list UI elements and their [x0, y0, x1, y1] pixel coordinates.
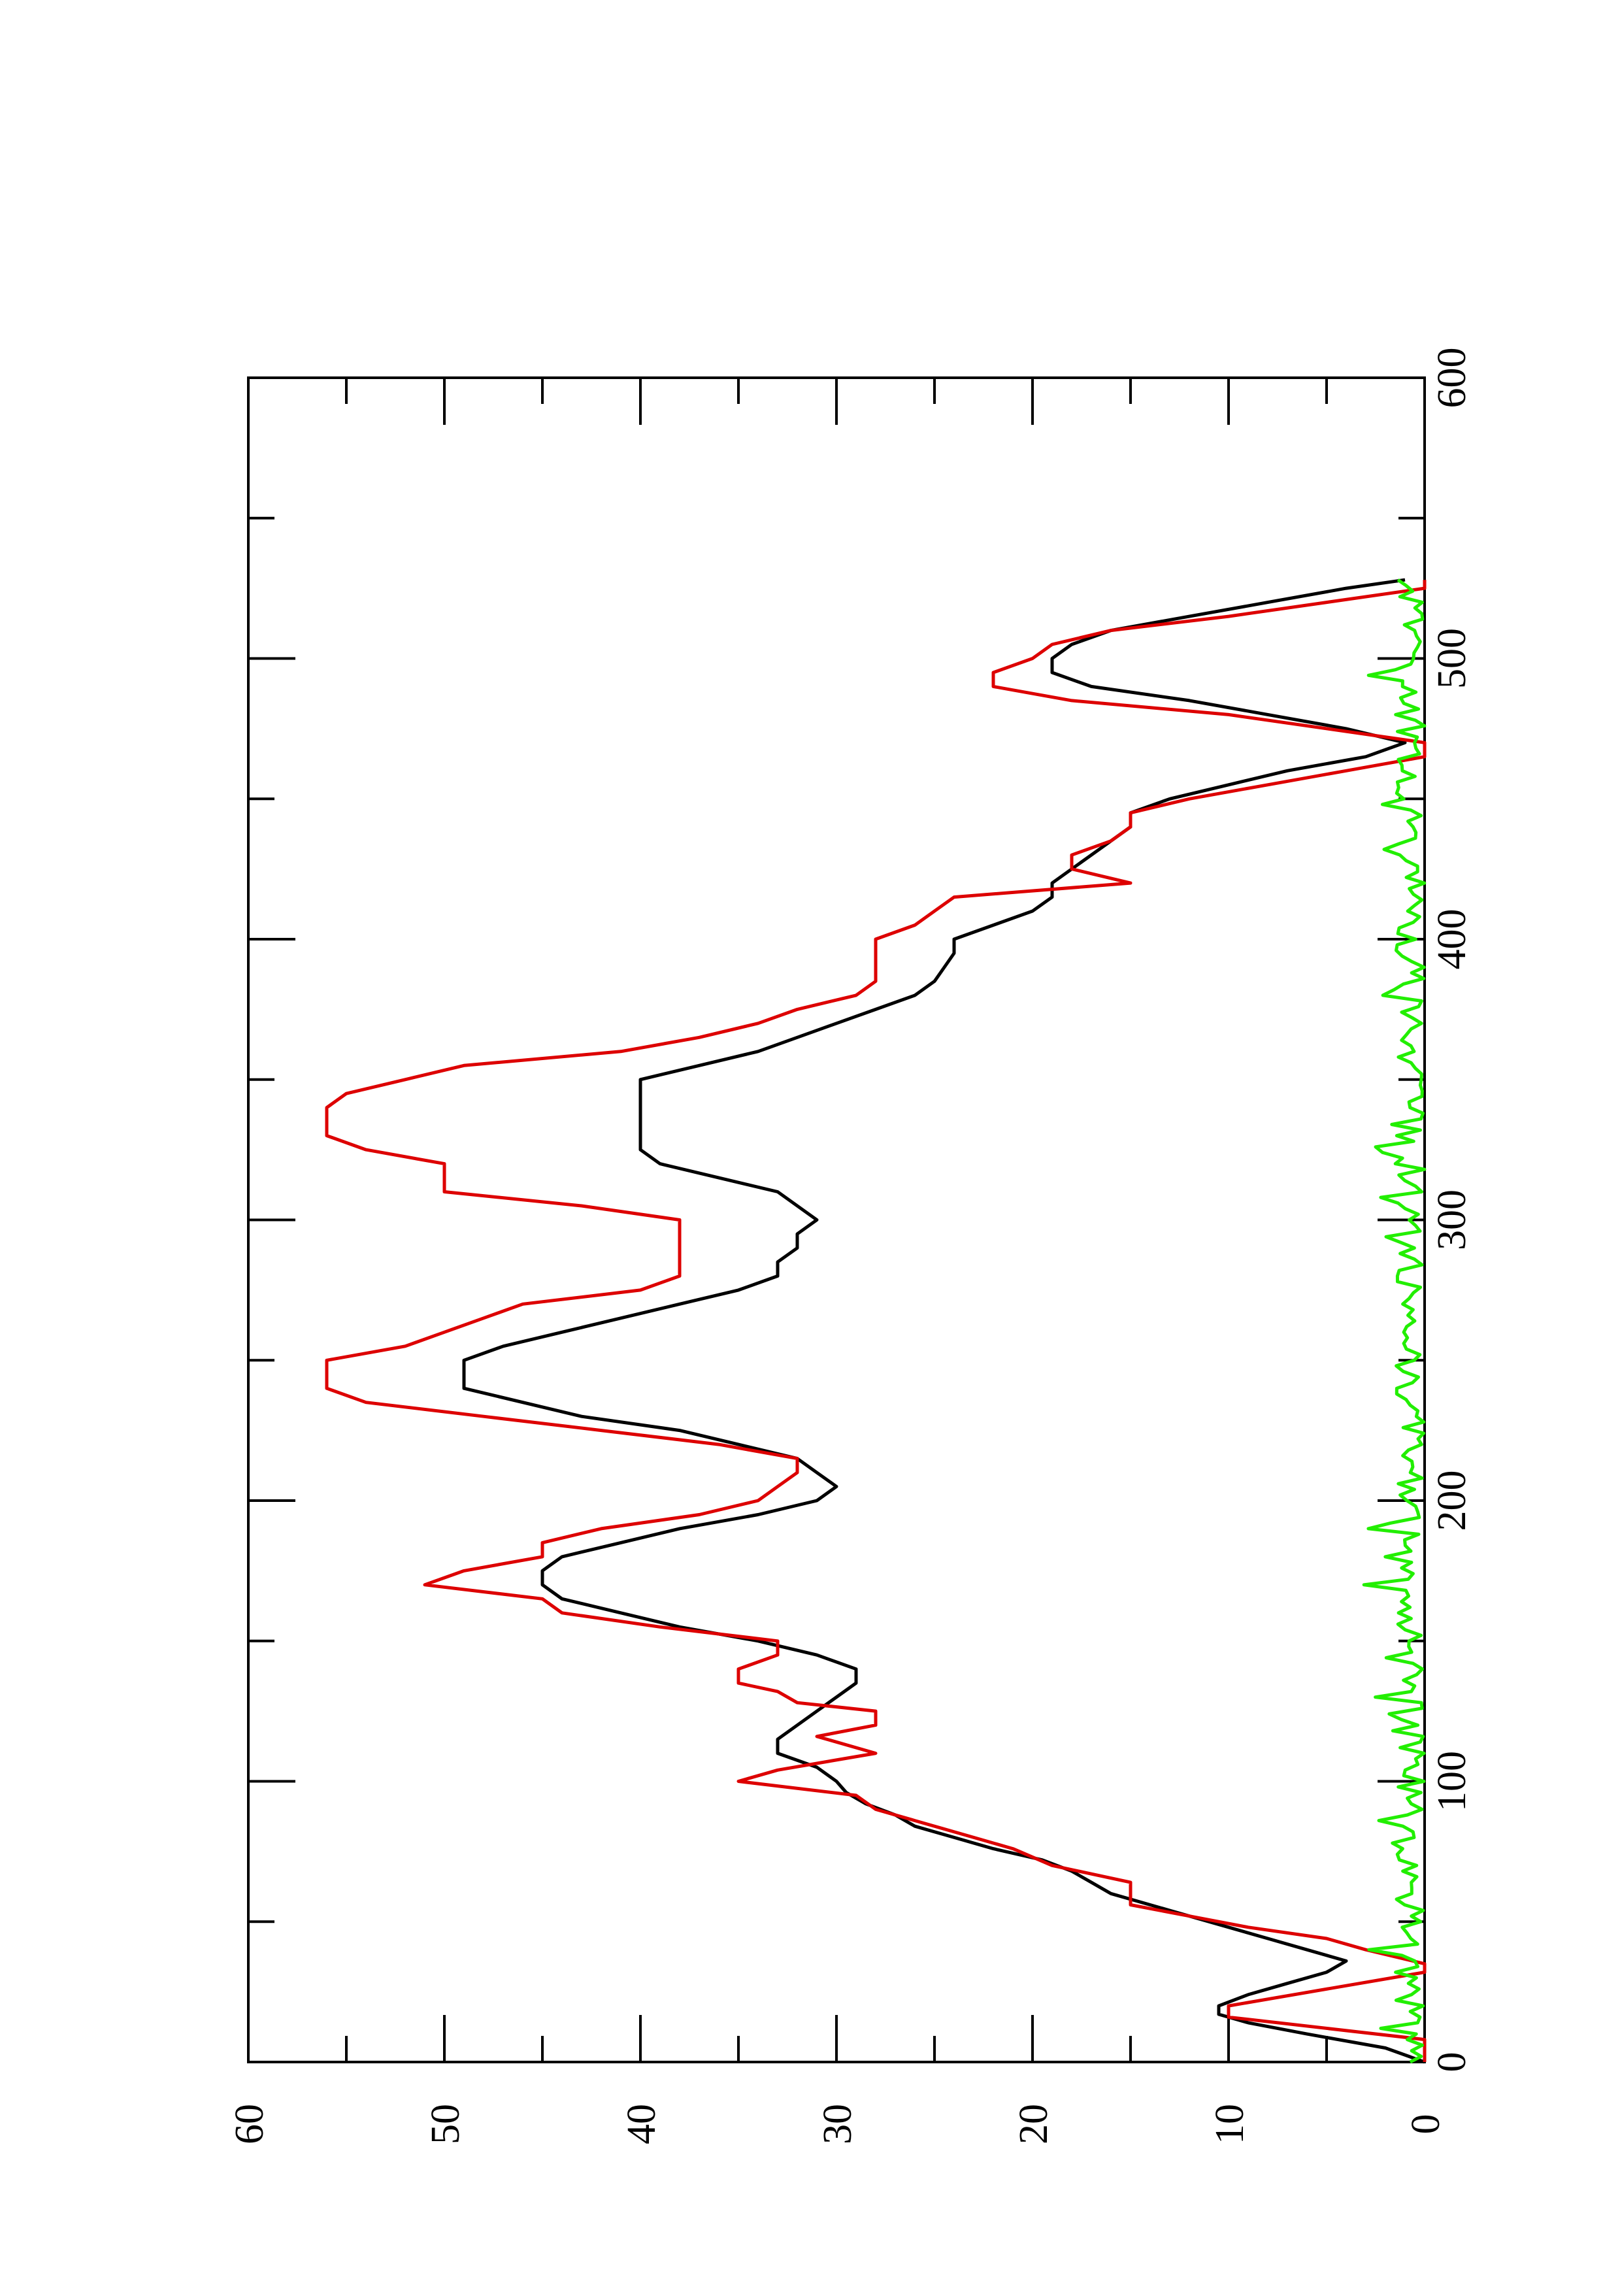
plot-area: 0 100 200 300 400 500 600 0 10 20 30 40 50 60: [227, 348, 1474, 2145]
x-tick-label: 500: [1430, 628, 1474, 689]
x-tick-label: 300: [1430, 1190, 1474, 1250]
y-tick-label: 40: [620, 2104, 664, 2144]
x-tick-label: 400: [1430, 909, 1474, 970]
x-tick-label: 200: [1430, 1471, 1474, 1531]
y-tick-label: 0: [1404, 2114, 1448, 2135]
series-line-3: [1362, 578, 1427, 2064]
y-tick-label: 10: [1208, 2104, 1252, 2144]
y-tick-label: 30: [816, 2104, 860, 2144]
y-tick-label: 20: [1012, 2104, 1056, 2144]
x-tick-label: 100: [1430, 1751, 1474, 1812]
x-tick-label: 0: [1430, 2052, 1474, 2072]
plot-frame: [247, 376, 1426, 2063]
y-tick-label: 50: [423, 2104, 468, 2144]
series-line-1: [462, 578, 1425, 2064]
y-tick-label: 60: [227, 2104, 272, 2144]
series-line-2: [325, 580, 1427, 2062]
x-tick-label: 600: [1430, 348, 1474, 408]
